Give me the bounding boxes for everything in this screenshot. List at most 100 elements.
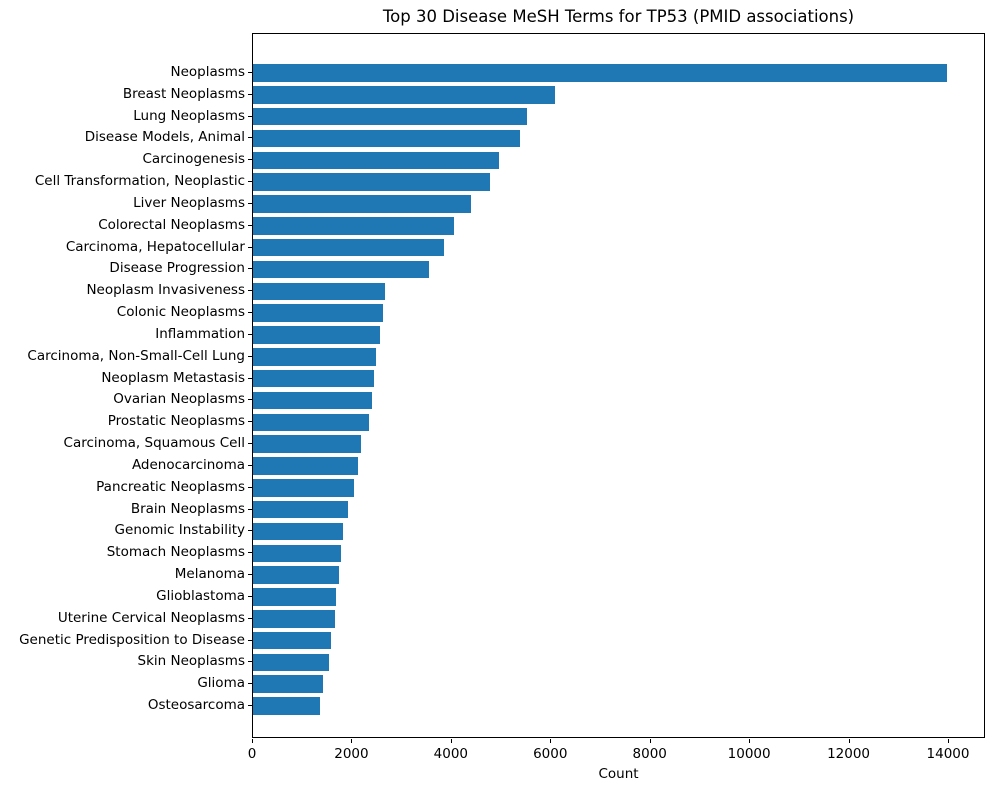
- y-tick-mark: [248, 661, 252, 663]
- y-tick-label: Glioblastoma: [156, 587, 245, 604]
- y-tick-mark: [248, 93, 252, 95]
- bar: [253, 238, 444, 257]
- y-tick-mark: [248, 443, 252, 445]
- y-tick-mark: [248, 683, 252, 685]
- y-tick-label: Adenocarcinoma: [131, 456, 245, 473]
- x-tick-label: 2000: [334, 746, 369, 762]
- y-tick-mark: [248, 705, 252, 707]
- y-tick-mark: [248, 617, 252, 619]
- y-tick-mark: [248, 530, 252, 532]
- y-tick-label: Carcinogenesis: [142, 151, 246, 168]
- x-tick-label: 12000: [827, 746, 871, 762]
- y-tick-mark: [248, 115, 252, 117]
- bar: [253, 129, 521, 148]
- bar: [253, 107, 527, 126]
- y-tick-mark: [248, 202, 252, 204]
- bar: [253, 64, 947, 82]
- bar: [253, 86, 556, 104]
- y-tick-label: Disease Models, Animal: [84, 129, 245, 146]
- x-tick-label: 8000: [632, 746, 667, 762]
- y-tick-label: Colorectal Neoplasms: [98, 216, 245, 233]
- y-tick-mark: [248, 399, 252, 401]
- y-tick-mark: [248, 72, 252, 73]
- bar: [253, 435, 361, 453]
- y-tick-label: Neoplasm Metastasis: [101, 369, 245, 386]
- bar: [253, 544, 342, 562]
- y-tick-mark: [248, 181, 252, 183]
- y-tick-label: Melanoma: [174, 566, 245, 583]
- y-tick-label: Liver Neoplasms: [133, 194, 245, 211]
- bar: [253, 217, 454, 235]
- x-tick-mark: [749, 739, 751, 743]
- y-tick-label: Disease Progression: [109, 260, 245, 277]
- bar: [253, 173, 490, 191]
- bar: [253, 522, 344, 541]
- y-tick-label: Colonic Neoplasms: [116, 304, 245, 321]
- y-tick-mark: [248, 224, 252, 226]
- y-tick-mark: [248, 377, 252, 379]
- x-tick-mark: [550, 739, 552, 743]
- x-axis-label: Count: [598, 766, 639, 782]
- x-tick-mark: [948, 739, 949, 743]
- x-tick-mark: [848, 739, 850, 743]
- y-tick-mark: [248, 137, 252, 139]
- y-tick-label: Carcinoma, Squamous Cell: [63, 435, 245, 452]
- y-tick-mark: [248, 508, 252, 510]
- y-tick-mark: [248, 552, 252, 554]
- x-tick-label: 14000: [926, 746, 970, 762]
- y-tick-label: Genomic Instability: [114, 522, 245, 539]
- y-tick-label: Carcinoma, Non-Small-Cell Lung: [27, 347, 245, 364]
- x-tick-mark: [649, 739, 651, 743]
- y-tick-mark: [248, 312, 252, 314]
- x-tick-mark: [450, 739, 452, 743]
- x-tick-label: 0: [247, 746, 257, 762]
- bar: [253, 151, 500, 170]
- bar: [253, 457, 359, 475]
- y-tick-mark: [248, 290, 252, 292]
- bar: [253, 588, 337, 606]
- bar: [253, 326, 380, 344]
- y-tick-mark: [248, 464, 252, 466]
- bar: [253, 479, 355, 497]
- bar: [253, 413, 370, 432]
- bar: [253, 566, 339, 584]
- bar: [253, 610, 336, 628]
- bar: [253, 282, 386, 301]
- y-tick-mark: [248, 159, 252, 161]
- bar: [253, 260, 429, 279]
- y-tick-label: Neoplasm Invasiveness: [86, 282, 245, 299]
- y-tick-label: Lung Neoplasms: [133, 107, 245, 124]
- bar: [253, 391, 372, 410]
- y-tick-label: Stomach Neoplasms: [106, 544, 245, 561]
- y-tick-label: Brain Neoplasms: [130, 500, 245, 517]
- x-tick-label: 10000: [727, 746, 771, 762]
- y-tick-mark: [248, 639, 252, 641]
- y-tick-label: Breast Neoplasms: [122, 85, 245, 102]
- bar: [253, 348, 376, 366]
- y-tick-label: Neoplasms: [170, 64, 245, 80]
- y-tick-label: Carcinoma, Hepatocellular: [65, 238, 245, 255]
- x-tick-mark: [351, 739, 353, 743]
- y-tick-mark: [248, 268, 252, 270]
- y-tick-mark: [248, 421, 252, 423]
- y-tick-label: Cell Transformation, Neoplastic: [34, 173, 245, 190]
- bar: [253, 697, 320, 715]
- y-tick-label: Prostatic Neoplasms: [107, 413, 245, 430]
- y-tick-label: Osteosarcoma: [147, 697, 245, 714]
- y-tick-label: Glioma: [197, 675, 245, 692]
- chart-title: Top 30 Disease MeSH Terms for TP53 (PMID…: [382, 7, 855, 26]
- bar: [253, 631, 332, 650]
- plot-area: [252, 33, 985, 738]
- bar: [253, 304, 384, 322]
- y-tick-label: Ovarian Neoplasms: [113, 391, 245, 408]
- y-tick-label: Genetic Predisposition to Disease: [19, 631, 245, 648]
- x-tick-label: 4000: [433, 746, 469, 762]
- bar: [253, 653, 330, 672]
- y-tick-label: Pancreatic Neoplasms: [96, 478, 245, 495]
- y-tick-mark: [248, 333, 252, 335]
- y-tick-mark: [248, 574, 252, 576]
- y-tick-mark: [248, 486, 252, 488]
- y-tick-mark: [248, 595, 252, 597]
- y-tick-label: Skin Neoplasms: [137, 653, 245, 670]
